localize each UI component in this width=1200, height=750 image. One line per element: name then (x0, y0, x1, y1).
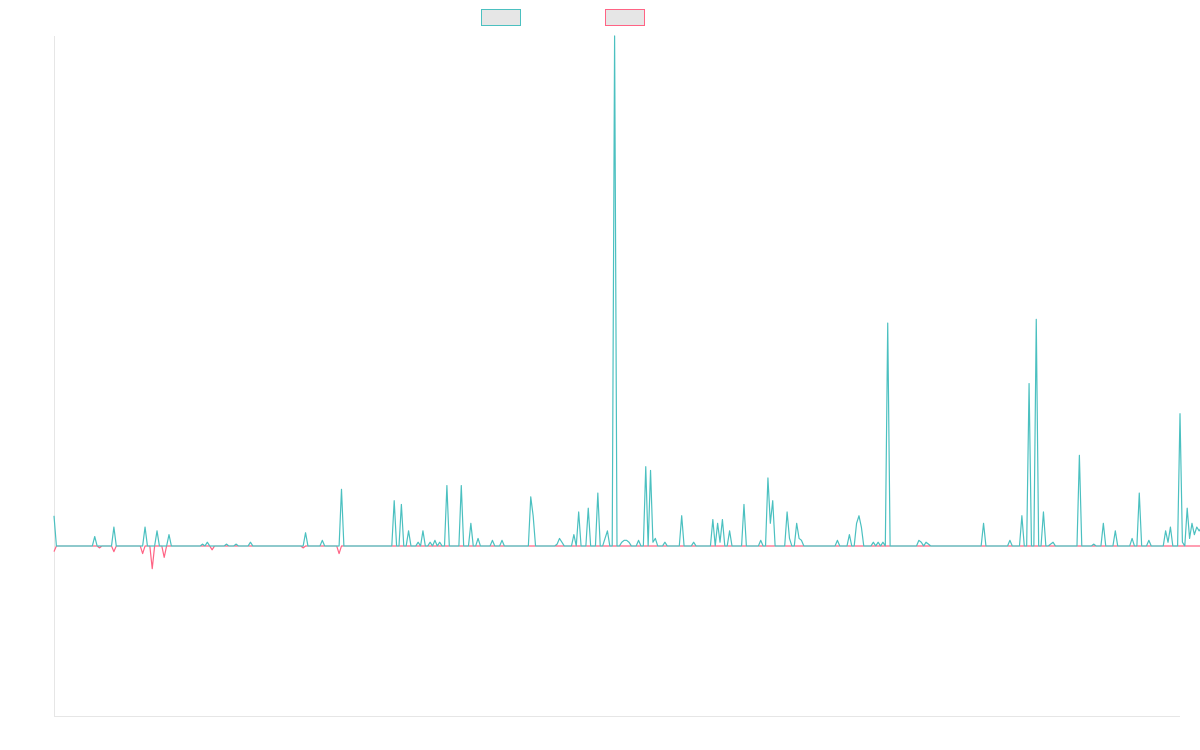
chart-axes (54, 36, 1180, 717)
series-line-1 (53, 35, 1200, 547)
legend-swatch-series-2 (605, 9, 645, 26)
series-line-2 (53, 545, 1200, 570)
chart-legend (481, 9, 645, 26)
series-layer (53, 35, 1200, 570)
legend-swatch-series-1 (481, 9, 521, 26)
